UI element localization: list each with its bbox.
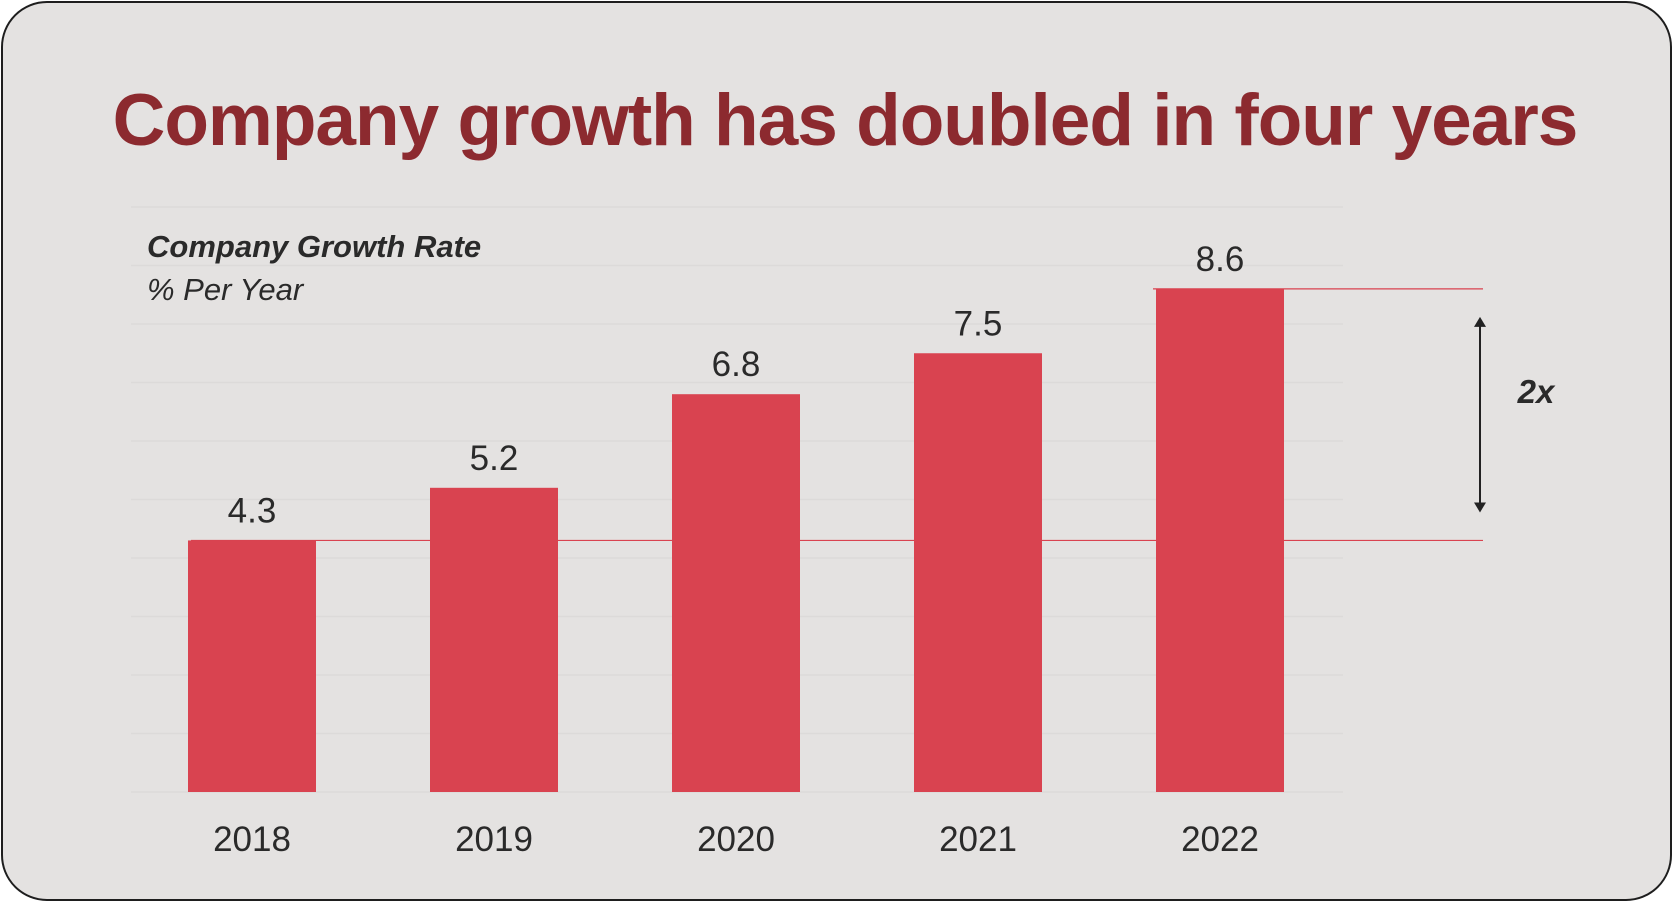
x-tick-2022: 2022 — [1181, 820, 1259, 859]
data-label-2022: 8.6 — [1196, 240, 1245, 279]
bar-2018 — [188, 540, 316, 792]
annotation-arrow-head-down — [1474, 502, 1486, 513]
x-tick-labels: 2018 2019 2020 2021 2022 — [213, 820, 1259, 859]
data-label-2019: 5.2 — [470, 439, 519, 478]
annotation-2x: 2x — [1474, 316, 1556, 513]
chart-unit-label: % Per Year — [147, 272, 305, 307]
x-tick-2018: 2018 — [213, 820, 291, 859]
x-tick-2019: 2019 — [455, 820, 533, 859]
reference-lines — [191, 288, 1483, 542]
bar-chart: Company growth has doubled in four years… — [113, 80, 1579, 859]
bars — [188, 288, 1284, 792]
chart-subtitle: Company Growth Rate — [147, 229, 481, 264]
x-tick-2020: 2020 — [697, 820, 775, 859]
data-label-2021: 7.5 — [954, 304, 1003, 343]
bar-2022 — [1156, 288, 1284, 792]
bar-2021 — [914, 353, 1042, 792]
data-label-2018: 4.3 — [228, 491, 277, 530]
annotation-label: 2x — [1517, 373, 1556, 410]
x-tick-2021: 2021 — [939, 820, 1017, 859]
bar-2020 — [672, 394, 800, 792]
data-labels: 4.3 5.2 6.8 7.5 8.6 — [228, 240, 1245, 531]
bar-2019 — [430, 487, 558, 792]
chart-title: Company growth has doubled in four years — [113, 80, 1578, 161]
data-label-2020: 6.8 — [712, 345, 761, 384]
annotation-arrow-head-up — [1474, 316, 1486, 327]
